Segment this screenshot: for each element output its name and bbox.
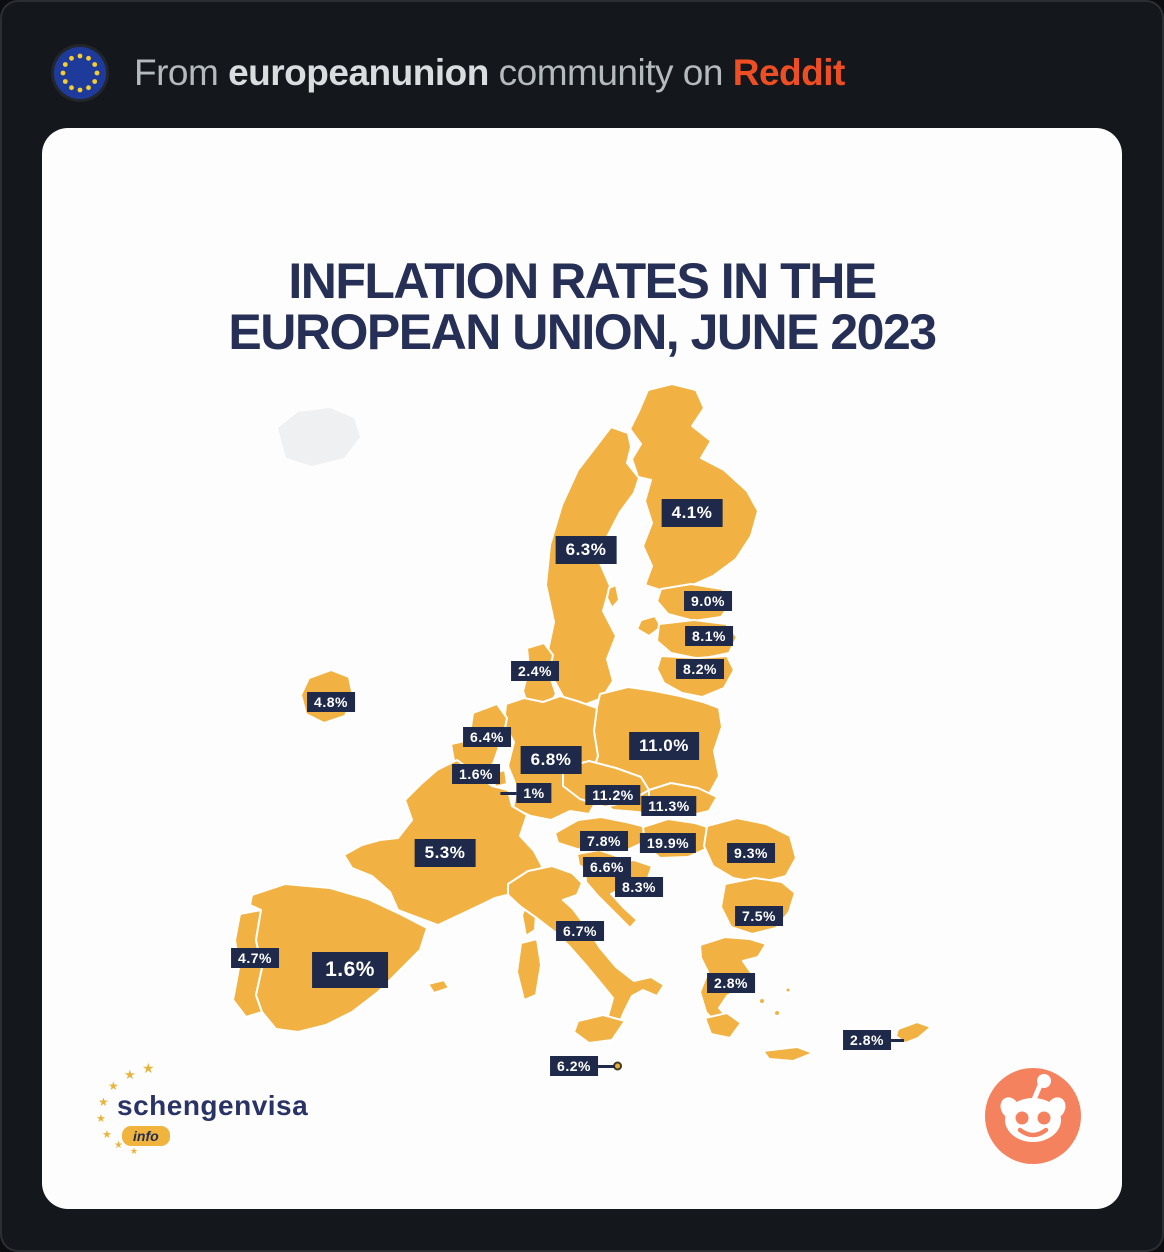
inflation-label-lithuania: 8.2% xyxy=(676,659,724,679)
reddit-logo-icon xyxy=(985,1068,1081,1164)
island-aegean-2 xyxy=(773,1009,781,1017)
inflation-label-austria: 7.8% xyxy=(580,831,628,851)
inflation-label-slovakia: 11.3% xyxy=(641,796,697,816)
island-sardinia xyxy=(516,938,542,1001)
inflation-label-czechia: 11.2% xyxy=(585,785,641,805)
star-icon xyxy=(142,1060,155,1077)
inflation-label-netherlands: 6.4% xyxy=(463,727,511,747)
inflation-label-hungary: 19.9% xyxy=(639,833,697,853)
inflation-label-estonia: 9.0% xyxy=(684,591,732,611)
island-aegean-1 xyxy=(758,997,766,1005)
star-icon xyxy=(96,1112,106,1125)
inflation-label-italy: 6.7% xyxy=(556,921,604,941)
inflation-label-sweden: 6.3% xyxy=(555,536,617,564)
inflation-label-portugal: 4.7% xyxy=(231,948,279,968)
island-crete xyxy=(762,1046,814,1062)
star-icon xyxy=(98,1095,109,1109)
inflation-label-spain: 1.6% xyxy=(312,952,388,988)
inflation-label-croatia: 8.3% xyxy=(615,877,663,897)
inflation-label-ireland: 4.8% xyxy=(307,692,355,712)
header-prefix: From xyxy=(134,52,219,93)
inflation-label-malta: 6.2% xyxy=(550,1056,615,1076)
inflation-label-slovenia: 6.6% xyxy=(583,857,631,877)
island-sicily xyxy=(573,1014,626,1044)
star-icon xyxy=(102,1128,112,1141)
map-labels: 4.1% 6.3% 9.0% 8.1% 8.2% 2.4% 4.8% 6.4% 6.8% 1.6%… xyxy=(42,128,1122,1209)
post-image-card[interactable]: INFLATION RATES IN THE EUROPEAN UNION, J… xyxy=(42,128,1122,1209)
inflation-label-poland: 11.0% xyxy=(629,732,699,760)
title-line-2: EUROPEAN UNION, JUNE 2023 xyxy=(228,304,937,360)
inflation-label-bulgaria: 7.5% xyxy=(735,906,783,926)
inflation-label-luxembourg: 1% xyxy=(500,783,552,803)
star-icon xyxy=(124,1067,136,1083)
europe-map xyxy=(232,383,932,1062)
inflation-label-romania: 9.3% xyxy=(727,843,775,863)
country-sweden xyxy=(545,426,640,707)
reddit-link[interactable]: Reddit xyxy=(732,52,846,93)
community-name[interactable]: europeanunion xyxy=(228,52,489,93)
inflation-label-germany: 6.8% xyxy=(520,746,582,774)
island-gotland xyxy=(606,584,620,609)
country-italy xyxy=(507,865,665,1027)
country-iceland-faint xyxy=(278,408,360,466)
brand-info-badge: info xyxy=(122,1126,170,1146)
island-saaremaa xyxy=(636,615,662,637)
peninsula-peloponnese xyxy=(704,1012,742,1039)
inflation-label-france: 5.3% xyxy=(414,839,476,867)
inflation-label-latvia: 8.1% xyxy=(685,626,733,646)
inflation-label-cyprus: 2.8% xyxy=(843,1030,904,1050)
poster-title: INFLATION RATES IN THE EUROPEAN UNION, J… xyxy=(42,256,1122,358)
eu-flag-icon[interactable] xyxy=(54,47,106,99)
title-line-1: INFLATION RATES IN THE xyxy=(288,253,877,309)
brand-name: schengenvisa xyxy=(117,1090,309,1121)
inflation-label-belgium: 1.6% xyxy=(452,764,500,784)
inflation-label-finland: 4.1% xyxy=(661,499,723,527)
header-middle: community on xyxy=(498,52,724,93)
inflation-label-denmark: 2.4% xyxy=(511,661,559,681)
embed-header-text: From europeanunion community on Reddit xyxy=(134,47,845,99)
star-icon xyxy=(130,1146,138,1157)
country-cyprus xyxy=(895,1021,932,1044)
island-balearics xyxy=(427,979,450,994)
island-aegean-3 xyxy=(784,986,792,994)
star-icon xyxy=(114,1140,123,1151)
inflation-label-greece: 2.8% xyxy=(707,973,755,993)
